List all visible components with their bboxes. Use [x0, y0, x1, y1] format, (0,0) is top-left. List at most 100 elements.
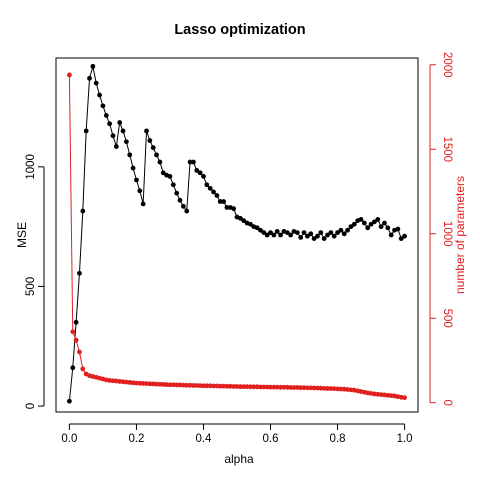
params-point: [402, 395, 407, 401]
mse-point: [77, 270, 82, 276]
mse-point: [237, 215, 243, 221]
mse-point: [134, 177, 139, 183]
params-point: [311, 385, 317, 391]
y2-tick-label: 500: [441, 309, 453, 328]
mse-point: [304, 233, 310, 239]
mse-point: [311, 236, 317, 241]
mse-point: [120, 128, 126, 134]
mse-point: [211, 189, 216, 195]
mse-point: [365, 225, 371, 231]
params-point: [304, 385, 310, 391]
mse-point: [73, 319, 79, 325]
mse-point: [217, 199, 223, 204]
mse-point: [123, 139, 129, 145]
mse-point: [248, 221, 253, 227]
mse-point: [191, 159, 196, 165]
params-point: [224, 383, 230, 389]
mse-point: [97, 92, 102, 98]
mse-point: [315, 233, 320, 239]
mse-point: [288, 232, 294, 238]
mse-line: [68, 66, 405, 402]
y2-tick-label: 0: [441, 400, 453, 406]
params-point: [174, 382, 180, 388]
y-tick-label: 500: [25, 277, 37, 296]
params-point: [204, 383, 210, 389]
params-point: [231, 384, 237, 389]
mse-point: [382, 220, 387, 226]
params-point: [167, 382, 173, 388]
mse-point: [140, 201, 146, 207]
mse-point: [388, 232, 394, 238]
mse-point: [375, 217, 381, 222]
mse-point: [113, 144, 119, 149]
mse-point: [167, 174, 173, 179]
x-tick-label: 0.4: [195, 433, 212, 445]
mse-point: [174, 190, 180, 196]
mse-point: [147, 138, 153, 143]
mse-point: [321, 236, 327, 241]
mse-point: [194, 168, 200, 173]
params-point: [288, 385, 294, 390]
x-tick-label: 0.8: [330, 433, 346, 445]
mse-point: [268, 230, 273, 236]
params-point: [248, 384, 253, 390]
params-point: [73, 337, 79, 343]
params-point: [217, 383, 223, 389]
x-tick-label: 0.6: [263, 433, 279, 445]
y2-axis-label: number of parameters: [453, 176, 467, 294]
x-tick-label: 0.2: [128, 433, 144, 445]
y-axis-label: MSE: [15, 222, 29, 248]
y-tick-label: 1000: [25, 154, 37, 180]
mse-point: [301, 230, 307, 236]
mse-point: [224, 205, 230, 210]
mse-point: [274, 229, 280, 234]
mse-point: [157, 159, 163, 165]
y-axis-left: 0 500 1000: [25, 154, 45, 409]
mse-point: [264, 232, 270, 238]
mse-point: [351, 221, 357, 227]
params-point: [271, 384, 277, 390]
mse-point: [348, 224, 354, 230]
x-tick-label: 0.0: [61, 433, 77, 445]
mse-point: [331, 233, 337, 239]
mse-point: [372, 219, 377, 225]
mse-point: [254, 225, 260, 231]
mse-point: [338, 227, 344, 233]
mse-point: [144, 128, 149, 134]
mse-point: [204, 182, 210, 188]
series-params: [67, 72, 407, 401]
params-point: [67, 72, 72, 78]
params-point: [281, 384, 287, 390]
mse-point: [221, 199, 226, 204]
mse-point: [127, 152, 133, 158]
y-axis-right: 0 500 1000 1500 2000: [429, 52, 453, 406]
mse-point: [294, 230, 300, 236]
params-point: [298, 385, 304, 391]
x-tick-label: 1.0: [397, 433, 413, 445]
mse-point: [160, 170, 166, 176]
mse-point: [385, 225, 391, 231]
params-point: [211, 383, 216, 389]
mse-point: [368, 221, 374, 227]
y2-tick-label: 2000: [441, 52, 453, 78]
params-point: [80, 366, 86, 372]
mse-point: [80, 208, 86, 214]
params-point: [251, 384, 257, 390]
mse-point: [298, 234, 304, 240]
mse-point: [201, 174, 206, 179]
params-point: [241, 384, 247, 390]
mse-point: [308, 231, 314, 237]
mse-point: [70, 365, 76, 371]
mse-point: [117, 120, 123, 125]
params-point: [261, 384, 267, 390]
mse-point: [341, 231, 347, 237]
mse-point: [180, 203, 186, 209]
mse-point: [328, 230, 334, 236]
mse-point: [177, 197, 183, 203]
mse-point: [358, 217, 364, 222]
mse-point: [378, 224, 384, 230]
mse-point: [184, 208, 190, 214]
mse-point: [278, 232, 283, 238]
mse-point: [137, 188, 143, 194]
params-point: [278, 384, 283, 390]
